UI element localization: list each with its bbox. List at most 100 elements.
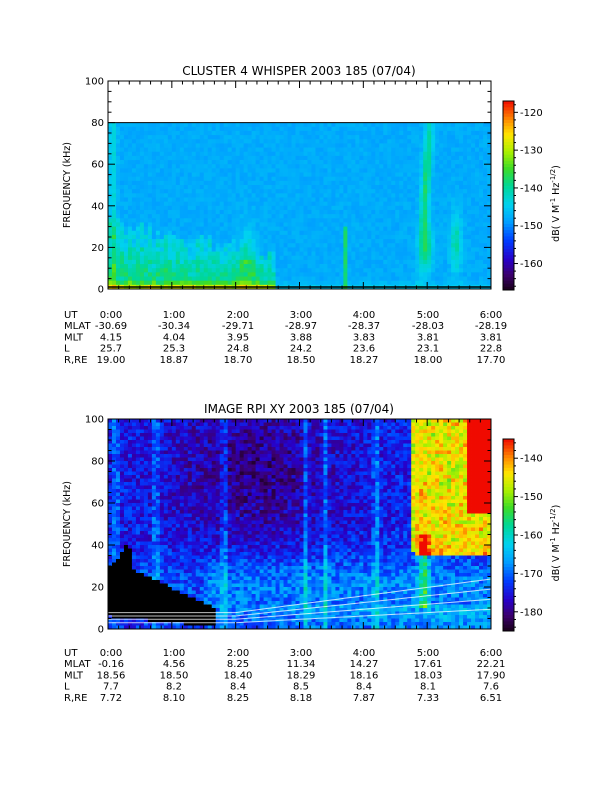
heatmap-cell [207, 189, 213, 194]
heatmap-cell [115, 541, 121, 546]
heatmap-cell [223, 139, 229, 144]
heatmap-cell [339, 130, 344, 136]
heatmap-cell [367, 230, 372, 236]
heatmap-cell [487, 189, 492, 194]
heatmap-cell [367, 276, 372, 282]
heatmap-cell [367, 151, 372, 157]
heatmap-cell [467, 251, 472, 257]
heatmap-cell [431, 139, 436, 144]
heatmap-cell [187, 230, 193, 236]
heatmap-cell [287, 218, 292, 223]
heatmap-cell [187, 180, 193, 186]
heatmap-cell [127, 155, 133, 161]
heatmap-cell [127, 583, 133, 588]
heatmap-cell [487, 155, 492, 161]
colorbar-swatch [503, 138, 514, 143]
heatmap-cell [427, 264, 432, 269]
heatmap-cell [263, 168, 268, 173]
heatmap-cell [175, 193, 181, 198]
heatmap-cell [135, 201, 141, 207]
heatmap-cell [215, 185, 221, 190]
heatmap-cell [111, 566, 117, 570]
heatmap-cell [379, 251, 384, 257]
heatmap-cell [267, 243, 272, 248]
heatmap-cell [431, 276, 436, 282]
heatmap-cell [371, 222, 376, 227]
heatmap-cell [475, 189, 480, 194]
heatmap-cell [271, 130, 276, 136]
colorbar-swatch [503, 264, 514, 269]
heatmap-cell [179, 193, 185, 198]
heatmap-cell [487, 185, 492, 190]
heatmap-cell [135, 625, 141, 630]
heatmap-cell [447, 155, 452, 161]
heatmap-cell [283, 193, 288, 198]
heatmap-cell [339, 264, 344, 269]
heatmap-cell [487, 218, 492, 223]
heatmap-cell [223, 193, 229, 198]
heatmap-cell [315, 243, 320, 248]
heatmap-cell [131, 503, 137, 507]
heatmap-cell [327, 234, 332, 240]
heatmap-cell [131, 205, 137, 211]
heatmap-cell [459, 205, 464, 211]
heatmap-cell [235, 268, 241, 273]
heatmap-cell [403, 147, 408, 153]
heatmap-cell [447, 205, 452, 211]
heatmap-cell [463, 185, 468, 190]
heatmap-cell [471, 135, 476, 140]
heatmap-cell [127, 189, 133, 194]
heatmap-cell [419, 230, 424, 236]
heatmap-cell [283, 130, 288, 136]
heatmap-cell [139, 496, 145, 500]
heatmap-cell [219, 226, 225, 232]
heatmap-cell [351, 147, 356, 153]
heatmap-cell [223, 280, 229, 286]
heatmap-cell [135, 485, 141, 490]
heatmap-cell [207, 280, 213, 286]
heatmap-cell [371, 280, 376, 286]
heatmap-cell [451, 143, 456, 148]
heatmap-cell [259, 193, 264, 198]
heatmap-cell [379, 280, 384, 286]
heatmap-cell [287, 172, 292, 178]
heatmap-cell [379, 197, 384, 203]
heatmap-cell [123, 201, 129, 207]
heatmap-cell [179, 122, 185, 128]
heatmap-cell [179, 272, 185, 277]
heatmap-cell [183, 160, 189, 165]
heatmap-cell [143, 496, 149, 500]
heatmap-cell [443, 230, 448, 236]
heatmap-cell [455, 230, 460, 236]
heatmap-cell [475, 197, 480, 203]
heatmap-cell [151, 618, 157, 623]
heatmap-cell [159, 259, 165, 265]
heatmap-cell [108, 489, 113, 493]
heatmap-cell [211, 259, 217, 265]
heatmap-cell [387, 243, 392, 248]
heatmap-cell [255, 259, 260, 265]
heatmap-cell [255, 201, 260, 207]
heatmap-cell [307, 259, 312, 265]
heatmap-cell [143, 548, 149, 553]
heatmap-cell [159, 622, 165, 626]
heatmap-cell [395, 230, 400, 236]
heatmap-cell [108, 601, 113, 605]
heatmap-cell [143, 214, 149, 219]
heatmap-cell [119, 422, 125, 427]
heatmap-cell [108, 520, 113, 525]
heatmap-cell [135, 464, 141, 469]
heatmap-cell [447, 176, 452, 182]
heatmap-cell [155, 222, 161, 227]
heatmap-cell [367, 214, 372, 219]
heatmap-cell [147, 538, 153, 542]
heatmap-cell [403, 255, 408, 261]
heatmap-cell [455, 259, 460, 265]
heatmap-cell [455, 209, 460, 215]
heatmap-cell [108, 264, 113, 269]
heatmap-cell [367, 126, 372, 132]
heatmap-cell [127, 615, 133, 619]
heatmap-cell [427, 226, 432, 232]
heatmap-cell [159, 205, 165, 211]
heatmap-cell [411, 172, 416, 178]
